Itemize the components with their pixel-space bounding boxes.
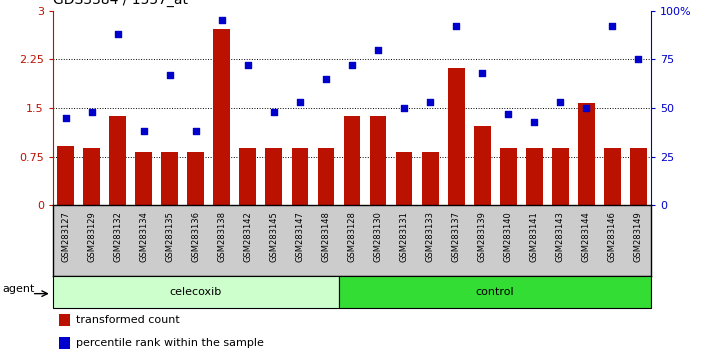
Text: GSM283128: GSM283128 [348,211,356,262]
Bar [526,148,543,205]
Text: GSM283136: GSM283136 [191,211,201,262]
Bar [161,152,178,205]
Text: GSM283145: GSM283145 [270,211,279,262]
Point [242,62,253,68]
Bar [291,148,308,205]
Point [581,105,592,111]
Bar [474,126,491,205]
Bar [318,148,334,205]
Text: GSM283142: GSM283142 [244,211,253,262]
Bar [500,148,517,205]
Point [268,109,279,115]
Point [555,99,566,105]
Text: GSM283130: GSM283130 [374,211,382,262]
Point [346,62,358,68]
Text: GSM283149: GSM283149 [634,211,643,262]
Text: GSM283137: GSM283137 [451,211,460,262]
Text: transformed count: transformed count [75,315,180,325]
Text: GSM283131: GSM283131 [400,211,408,262]
FancyBboxPatch shape [339,276,651,308]
Point [633,57,644,62]
Point [451,23,462,29]
Point [138,129,149,134]
Bar [344,116,360,205]
Bar [83,148,100,205]
Text: GSM283147: GSM283147 [296,211,304,262]
Bar [265,148,282,205]
Bar [422,152,439,205]
Bar [59,337,70,349]
Point [320,76,332,81]
Text: agent: agent [3,284,35,294]
Bar [239,148,256,205]
Point [372,47,384,52]
FancyBboxPatch shape [53,276,339,308]
Text: GSM283132: GSM283132 [113,211,122,262]
Text: GSM283144: GSM283144 [582,211,591,262]
Text: celecoxib: celecoxib [170,287,222,297]
Point [86,109,97,115]
Text: GSM283129: GSM283129 [87,211,96,262]
Bar [59,314,70,326]
Bar [187,152,204,205]
Text: GSM283140: GSM283140 [503,211,513,262]
Text: GSM283127: GSM283127 [61,211,70,262]
Text: GSM283143: GSM283143 [555,211,565,262]
Point [60,115,71,120]
Text: GSM283133: GSM283133 [425,211,434,262]
Point [112,31,123,37]
Text: percentile rank within the sample: percentile rank within the sample [75,338,263,348]
Text: GSM283134: GSM283134 [139,211,149,262]
Text: GSM283141: GSM283141 [529,211,539,262]
Text: GSM283135: GSM283135 [165,211,175,262]
Point [425,99,436,105]
Bar [109,116,126,205]
Bar [448,68,465,205]
Bar [578,103,595,205]
Point [398,105,410,111]
Point [503,111,514,117]
Point [477,70,488,76]
Text: GSM283138: GSM283138 [218,211,227,262]
Point [529,119,540,125]
Bar [396,152,413,205]
Bar [552,148,569,205]
Bar [135,152,152,205]
Point [164,72,175,78]
Text: control: control [476,287,515,297]
Bar [57,145,74,205]
Bar [604,148,621,205]
Bar [630,148,647,205]
Bar [213,29,230,205]
Point [607,23,618,29]
Point [216,18,227,23]
Bar [370,116,386,205]
Point [190,129,201,134]
Text: GSM283148: GSM283148 [322,211,330,262]
Text: GDS3384 / 1557_at: GDS3384 / 1557_at [53,0,188,7]
Text: GSM283146: GSM283146 [608,211,617,262]
Point [294,99,306,105]
Text: GSM283139: GSM283139 [477,211,486,262]
